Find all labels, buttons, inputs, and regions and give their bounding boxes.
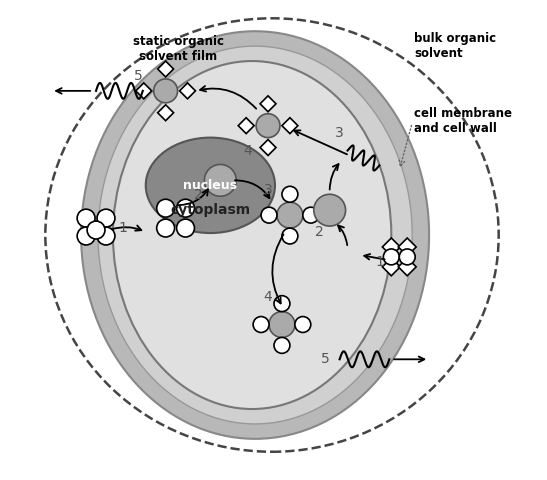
Polygon shape bbox=[398, 258, 416, 276]
Polygon shape bbox=[260, 96, 276, 112]
Circle shape bbox=[205, 165, 236, 196]
Circle shape bbox=[77, 227, 95, 245]
Polygon shape bbox=[382, 238, 400, 256]
Text: 5: 5 bbox=[135, 69, 143, 83]
Circle shape bbox=[77, 209, 95, 227]
Ellipse shape bbox=[113, 61, 391, 409]
Polygon shape bbox=[179, 83, 195, 99]
Text: 1: 1 bbox=[119, 221, 127, 235]
Circle shape bbox=[282, 228, 298, 244]
Circle shape bbox=[177, 219, 195, 237]
Polygon shape bbox=[260, 140, 276, 156]
Circle shape bbox=[156, 199, 174, 217]
Polygon shape bbox=[382, 258, 400, 276]
Text: 2: 2 bbox=[194, 188, 203, 202]
Ellipse shape bbox=[146, 138, 275, 233]
Circle shape bbox=[156, 219, 174, 237]
Text: cell membrane
and cell wall: cell membrane and cell wall bbox=[414, 107, 512, 135]
Circle shape bbox=[97, 209, 115, 227]
Text: 1: 1 bbox=[375, 255, 384, 269]
Polygon shape bbox=[238, 118, 254, 133]
Ellipse shape bbox=[98, 46, 412, 424]
Text: 3: 3 bbox=[335, 126, 344, 140]
Circle shape bbox=[282, 186, 298, 202]
Text: cytoplasm: cytoplasm bbox=[170, 203, 251, 217]
Circle shape bbox=[274, 337, 290, 353]
Circle shape bbox=[314, 194, 346, 226]
Polygon shape bbox=[398, 238, 416, 256]
Text: 5: 5 bbox=[321, 352, 330, 366]
Circle shape bbox=[87, 221, 105, 239]
Circle shape bbox=[303, 207, 319, 223]
Text: static organic
solvent film: static organic solvent film bbox=[133, 35, 224, 63]
Polygon shape bbox=[282, 118, 298, 133]
Polygon shape bbox=[136, 83, 152, 99]
Text: nucleus: nucleus bbox=[183, 179, 237, 192]
Circle shape bbox=[399, 249, 415, 265]
Circle shape bbox=[256, 114, 280, 138]
Circle shape bbox=[269, 312, 295, 337]
Circle shape bbox=[274, 296, 290, 312]
Circle shape bbox=[383, 249, 399, 265]
Circle shape bbox=[277, 202, 303, 228]
Text: bulk organic
solvent: bulk organic solvent bbox=[414, 32, 496, 60]
Circle shape bbox=[295, 316, 311, 333]
Circle shape bbox=[253, 316, 269, 333]
Ellipse shape bbox=[81, 31, 429, 439]
Circle shape bbox=[154, 79, 178, 103]
Text: 4: 4 bbox=[264, 289, 272, 304]
Circle shape bbox=[97, 227, 115, 245]
Circle shape bbox=[261, 207, 277, 223]
Text: 3: 3 bbox=[264, 183, 272, 197]
Text: 4: 4 bbox=[244, 144, 253, 157]
Text: 2: 2 bbox=[316, 225, 324, 239]
Polygon shape bbox=[158, 61, 173, 77]
Polygon shape bbox=[158, 105, 173, 120]
Circle shape bbox=[177, 199, 195, 217]
